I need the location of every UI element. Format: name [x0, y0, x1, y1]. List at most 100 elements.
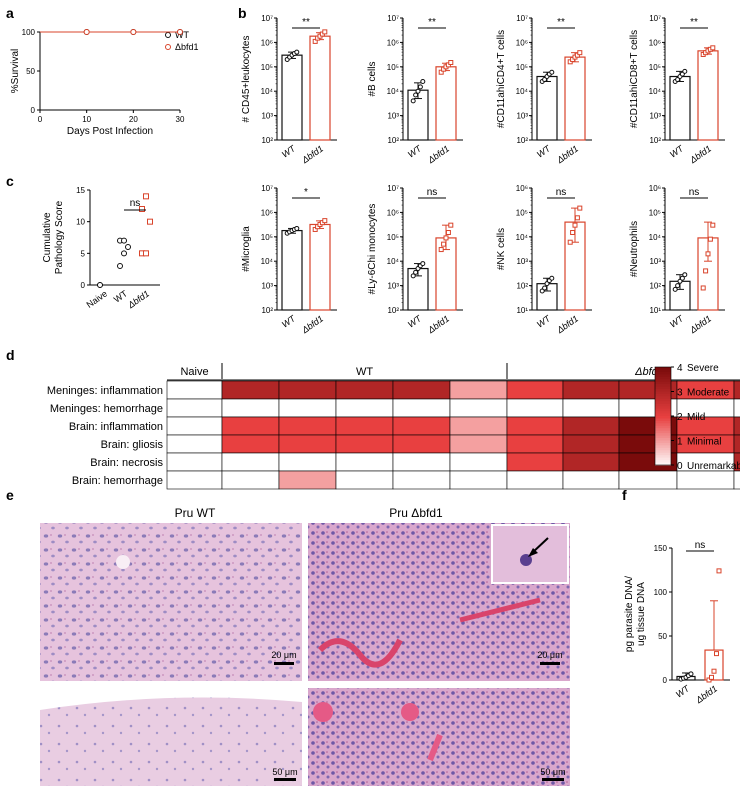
y-tick-label: 10⁴: [516, 87, 529, 96]
data-point: [448, 222, 454, 228]
x-tick-label: WT: [535, 313, 553, 330]
data-point: [703, 268, 709, 274]
x-tick-label: WT: [280, 313, 298, 330]
y-tick-label: 0: [81, 281, 86, 290]
y-axis-label: #B cells: [367, 61, 378, 96]
y-tick-label: 10⁷: [649, 14, 661, 23]
heatmap-cell: [733, 398, 740, 418]
color-scale-segment: [655, 396, 671, 400]
color-scale-segment: [655, 391, 671, 395]
scale-bar-label: 50 μm: [540, 767, 565, 777]
color-scale-segment: [655, 447, 671, 451]
y-tick-label: 100: [654, 588, 668, 597]
micrograph-title-mutant: Pru Δbfd1: [389, 506, 443, 520]
heatmap-cell: [506, 380, 564, 400]
color-scale-segment: [655, 433, 671, 437]
color-scale-segment: [655, 381, 671, 385]
x-tick-label: WT: [535, 143, 553, 160]
heatmap-cell: [221, 380, 280, 400]
significance-label: ns: [427, 187, 438, 198]
x-tick-label: Δbfd1: [299, 313, 325, 335]
color-scale-segment: [655, 386, 671, 390]
y-axis-label: #Neutrophils: [629, 221, 640, 277]
heatmap-cell: [392, 398, 451, 418]
y-axis-label: #CD11ahiCD8+T cells: [629, 30, 640, 128]
scale-bar-label: 20 μm: [271, 650, 296, 660]
color-scale-segment: [655, 460, 671, 464]
y-tick-label: 10⁶: [516, 184, 528, 193]
color-scale-segment: [655, 450, 671, 454]
bar: [281, 54, 303, 141]
micrograph-inset-cyst: [520, 554, 532, 566]
cd8-t-cells-chart: 10² 10³ 10⁴ 10⁵ 10⁶ 10⁷ #CD11ahiCD8+T cells WT Δ…: [629, 14, 725, 166]
heatmap-cell: [166, 452, 223, 472]
y-tick-label: 10⁵: [387, 233, 399, 242]
micrograph-panel: Pru WT Pru Δbfd1 20 μm 20 μm 50 μm 50 μm: [40, 506, 570, 786]
data-point: [675, 283, 681, 289]
heatmap-cell: [335, 470, 394, 490]
micrograph-wt-high-mag: [40, 523, 302, 681]
color-scale-segment: [655, 442, 671, 446]
data-point: [413, 92, 419, 98]
heatmap-cell: [449, 434, 508, 454]
data-point: [672, 286, 678, 292]
data-point: [441, 241, 447, 247]
y-tick-label: 10⁴: [387, 87, 400, 96]
y-tick-label: 10⁷: [387, 184, 399, 193]
data-point: [577, 205, 583, 211]
color-scale-segment: [655, 425, 671, 429]
micrograph-vessel: [459, 597, 541, 623]
data-point: [688, 671, 694, 677]
x-tick-label: Δbfd1: [687, 313, 713, 335]
heatmap-cell: [676, 416, 735, 436]
heatmap-cell: [221, 470, 280, 490]
heatmap-cell: [733, 470, 740, 490]
color-scale-segment: [655, 398, 671, 402]
y-tick-label: 10³: [516, 112, 528, 121]
panel-label-f: f: [622, 487, 627, 503]
x-tick-label: Δbfd1: [554, 143, 580, 165]
color-scale-segment: [655, 435, 671, 439]
data-point: [679, 275, 685, 281]
significance-label: ns: [556, 187, 567, 198]
y-axis-label: ug tissue DNA: [636, 582, 647, 646]
y-tick-label: 10²: [649, 136, 661, 145]
y-tick-label: 15: [76, 186, 85, 195]
heatmap-cell: [392, 452, 451, 472]
significance-label: **: [557, 17, 565, 28]
scale-bar-label: 50 μm: [272, 767, 297, 777]
y-tick-label: 10³: [387, 112, 399, 121]
heatmap-cell: [733, 434, 740, 454]
x-tick-label: 10: [82, 115, 91, 124]
y-tick-label: 10²: [261, 136, 273, 145]
data-point: [710, 45, 716, 51]
y-axis-label: Cumulative: [42, 212, 53, 262]
heatmap-group-label: Naive: [180, 366, 208, 378]
panel-label-b: b: [238, 5, 247, 21]
data-point: [549, 275, 555, 281]
data-point: [705, 251, 711, 257]
heatmap-cell: [335, 434, 394, 454]
heatmap-row-label: Brain: inflammation: [69, 421, 163, 433]
legend-label: Δbfd1: [175, 42, 199, 52]
data-point: [682, 68, 688, 74]
y-tick-label: 10²: [261, 306, 273, 315]
leukocytes-chart: 10² 10³ 10⁴ 10⁵ 10⁶ 10⁷ # CD45+leukocytes WT Δbf…: [241, 14, 337, 166]
significance-label: *: [304, 187, 308, 198]
data-point: [410, 273, 416, 279]
heatmap-cell: [562, 398, 620, 418]
y-tick-label: 10³: [516, 257, 528, 266]
color-scale-label: Moderate: [687, 388, 730, 399]
micrograph-vessel: [401, 703, 419, 721]
heatmap-cell: [278, 452, 337, 472]
color-scale-segment: [655, 438, 671, 441]
color-scale-segment: [655, 445, 671, 449]
data-point: [709, 674, 714, 680]
x-tick-label: WT: [406, 143, 424, 160]
x-tick-label: 30: [176, 115, 185, 124]
y-tick-label: 10⁷: [387, 14, 399, 23]
monocytes-chart: 10² 10³ 10⁴ 10⁵ 10⁶ 10⁷ #Ly-6Chi monocytes WT Δb…: [367, 184, 463, 336]
heatmap-cell: [392, 380, 451, 400]
y-tick-label: 10⁷: [516, 14, 528, 23]
